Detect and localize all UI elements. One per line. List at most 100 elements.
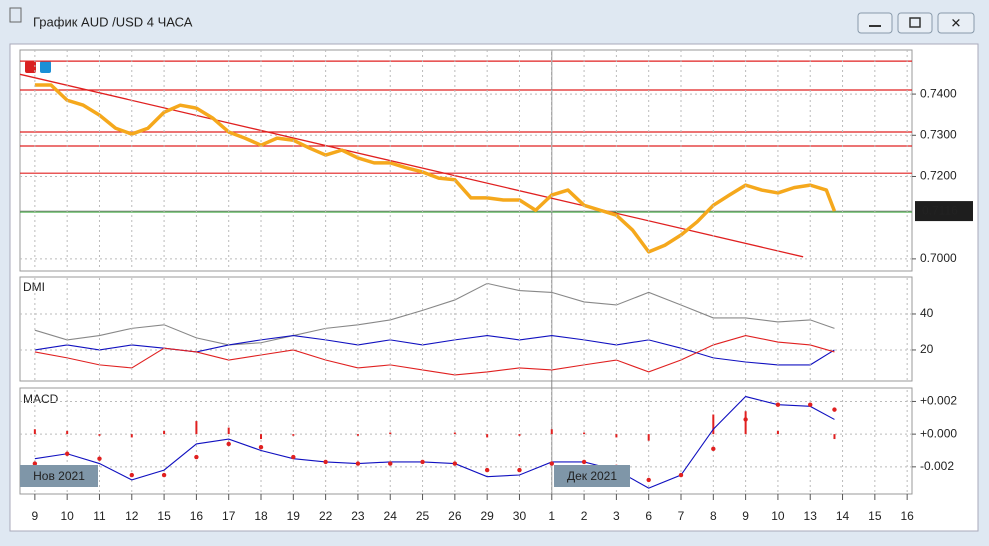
x-tick-label: 13 [804, 509, 818, 523]
signal-dot [388, 461, 393, 466]
x-tick-label: 2 [581, 509, 588, 523]
y-tick-label: -0.002 [920, 459, 954, 473]
histogram-bar [550, 429, 553, 435]
x-tick-label: 10 [60, 509, 74, 523]
histogram-bar [518, 434, 521, 436]
month-label-box [20, 465, 98, 487]
x-tick-label: 30 [513, 509, 527, 523]
histogram-bar [744, 411, 747, 435]
histogram-bar [98, 434, 101, 436]
signal-dot [581, 459, 587, 465]
restore-glyph [909, 17, 921, 28]
histogram-bar [33, 429, 36, 435]
window-icon [9, 7, 22, 23]
histogram-bar [833, 434, 836, 440]
last-price-label: 0.7116 [922, 203, 958, 217]
y-tick-label: +0.002 [920, 394, 957, 408]
x-tick-label: 14 [836, 509, 850, 523]
signal-dot [420, 459, 425, 465]
histogram-bar [776, 430, 779, 435]
window-title: График AUD /USD 4 ЧАСА [33, 14, 193, 29]
x-tick-label: 25 [416, 509, 430, 523]
x-tick-label: 9 [32, 509, 39, 523]
y-tick-label: 20 [920, 342, 934, 356]
signal-dot [832, 407, 837, 412]
signal-dot [484, 467, 490, 473]
signal-dot [678, 472, 684, 478]
x-tick-label: 22 [319, 509, 333, 523]
chart-area [9, 43, 979, 532]
signal-dot [64, 451, 70, 456]
pane-label: MACD [23, 392, 59, 406]
trend-line [19, 73, 804, 258]
histogram-bar [583, 432, 586, 435]
x-tick-label: 16 [900, 509, 914, 523]
signal-dot [452, 461, 458, 466]
last-price-box [915, 201, 973, 222]
signal-dot [161, 472, 167, 478]
histogram-bar [356, 434, 359, 436]
signal-dot [808, 402, 813, 407]
macd-pane [19, 387, 913, 495]
x-tick-label: 7 [678, 509, 685, 523]
signal-dot [32, 461, 38, 466]
marks: 0.7000 0.7200 0.7300 0.7400 0.7116 20 40 +0.002… [19, 50, 973, 523]
signal-dot [194, 454, 199, 460]
x-tick-label: 29 [480, 509, 494, 523]
indicator-icon[interactable] [25, 61, 36, 73]
close-button[interactable] [937, 12, 975, 34]
histogram-bar [389, 432, 392, 435]
histogram-bar [130, 434, 133, 438]
histogram-bar [647, 434, 650, 441]
x-tick-label: 11 [93, 509, 106, 523]
x-tick-label: 6 [645, 509, 652, 523]
histogram-bar [292, 434, 295, 436]
signal-dot [743, 417, 748, 422]
histogram-bar [615, 434, 618, 438]
histogram-bar [486, 434, 489, 438]
x-tick-label: 12 [125, 509, 139, 523]
dmi-pane [19, 276, 913, 382]
histogram-bar [712, 414, 715, 435]
signal-dot [775, 402, 781, 407]
close-glyph: ✕ [951, 15, 962, 30]
y-tick-label: 40 [920, 306, 934, 320]
x-tick-label: 15 [868, 509, 882, 523]
x-tick-label: 10 [771, 509, 785, 523]
histogram-bar [227, 427, 230, 435]
x-tick-label: 19 [287, 509, 301, 523]
x-tick-label: 9 [742, 509, 749, 523]
restore-button[interactable] [897, 12, 933, 34]
x-tick-label: 24 [384, 509, 398, 523]
signal-dot [549, 461, 554, 466]
histogram-bar [66, 430, 69, 435]
signal-dot [129, 472, 134, 478]
y-tick-label: +0.000 [920, 426, 957, 440]
signal-dot [323, 459, 328, 465]
signal-dot [291, 454, 296, 460]
histogram-bar [453, 432, 456, 435]
signal-dot [646, 477, 651, 483]
indicator-icon[interactable] [40, 61, 51, 73]
histogram-bar [195, 421, 198, 435]
month-label: Дек 2021 [567, 469, 617, 483]
signal-dot [711, 446, 716, 452]
price-pane [19, 49, 913, 272]
y-tick-label: 0.7200 [920, 169, 957, 183]
y-tick-label: 0.7400 [920, 86, 957, 100]
pane-label: DMI [23, 280, 45, 294]
series-line [34, 335, 835, 376]
price-line [34, 83, 837, 254]
x-tick-label: 1 [548, 509, 555, 523]
x-tick-label: 15 [157, 509, 171, 523]
minimize-button[interactable] [857, 12, 893, 34]
signal-dot [355, 461, 361, 466]
month-label: Нов 2021 [33, 469, 85, 483]
x-tick-label: 23 [351, 509, 365, 523]
signal-dot [258, 445, 264, 450]
series-line [34, 282, 835, 346]
x-tick-label: 18 [254, 509, 268, 523]
x-tick-label: 16 [190, 509, 204, 523]
